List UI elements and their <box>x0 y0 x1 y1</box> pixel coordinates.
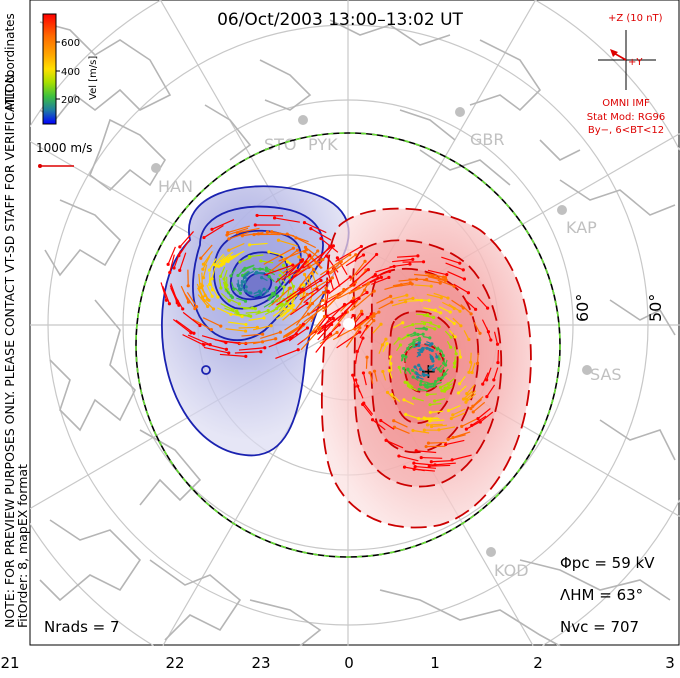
param-phi-pc: Φpc = 59 kV <box>560 554 655 572</box>
mlt-tick-22: 22 <box>165 654 184 672</box>
vector-arrow <box>366 357 367 369</box>
page-title: 06/Oct/2003 13:00–13:02 UT <box>217 10 463 30</box>
scale-vector-origin <box>38 164 42 168</box>
imf-z-label: +Z (10 nT) <box>608 13 663 24</box>
colorbar-unit-label: Vel [m/s] <box>88 56 99 100</box>
vector-arrow <box>257 272 265 273</box>
vector-arrow <box>421 458 442 459</box>
mlt-tick-21: 21 <box>0 654 19 672</box>
mlt-tick-1: 1 <box>430 654 440 672</box>
imf-model-title: OMNI IMF <box>602 98 650 109</box>
lat-label-50: 50° <box>646 294 665 322</box>
mlt-tick-3: 3 <box>665 654 675 672</box>
imf-y-label: +Y <box>628 57 643 68</box>
vector-arrow <box>407 300 421 301</box>
vector-arrow <box>423 374 429 375</box>
vector-arrow <box>454 356 455 363</box>
param-lambda-hm: ΛHM = 63° <box>560 586 643 604</box>
station-label-gbr: GBR <box>470 130 505 149</box>
pole-marker <box>343 318 355 330</box>
station-label-sas: SAS <box>590 365 622 384</box>
vector-arrow <box>416 314 427 315</box>
station-label-kap: KAP <box>566 218 597 237</box>
station-label-han: HAN <box>158 177 193 196</box>
vector-arrow <box>415 334 423 335</box>
vector-arrow <box>460 349 461 357</box>
vector-arrow <box>428 424 443 425</box>
vector-arrow <box>427 394 436 395</box>
vector-arrow <box>240 307 252 308</box>
vector-arrow <box>471 353 472 363</box>
vector-arrow <box>239 327 258 328</box>
vector-arrow <box>478 353 479 364</box>
mlt-tick-0: 0 <box>344 654 354 672</box>
colorbar-tick-200: 200 <box>61 95 80 106</box>
scale-vector-label: 1000 m/s <box>36 141 92 155</box>
imf-condition: By−, 6<BT<12 <box>588 125 664 136</box>
colorbar-tick-600: 600 <box>61 38 80 49</box>
fit-order-note: FitOrder: 8, mapEX format <box>15 464 30 628</box>
station-label-pyk: PYK <box>308 135 338 154</box>
mlt-tick-23: 23 <box>251 654 270 672</box>
station-label-kod: KOD <box>494 561 529 580</box>
mlt-tick-2: 2 <box>533 654 543 672</box>
lat-label-60: 60° <box>573 294 592 322</box>
imf-stat-mod: Stat Mod: RG96 <box>587 112 666 123</box>
mlt-axis: 21 22 23 0 1 2 3 <box>0 654 674 672</box>
colorbar-tick-400: 400 <box>61 67 80 78</box>
vector-arrow <box>428 442 447 443</box>
param-n-vc: Nvc = 707 <box>560 618 639 636</box>
colorbar-tick-labels: 600 400 200 <box>61 38 80 106</box>
velocity-colorbar <box>43 14 56 124</box>
param-n-rads: Nrads = 7 <box>44 618 120 636</box>
